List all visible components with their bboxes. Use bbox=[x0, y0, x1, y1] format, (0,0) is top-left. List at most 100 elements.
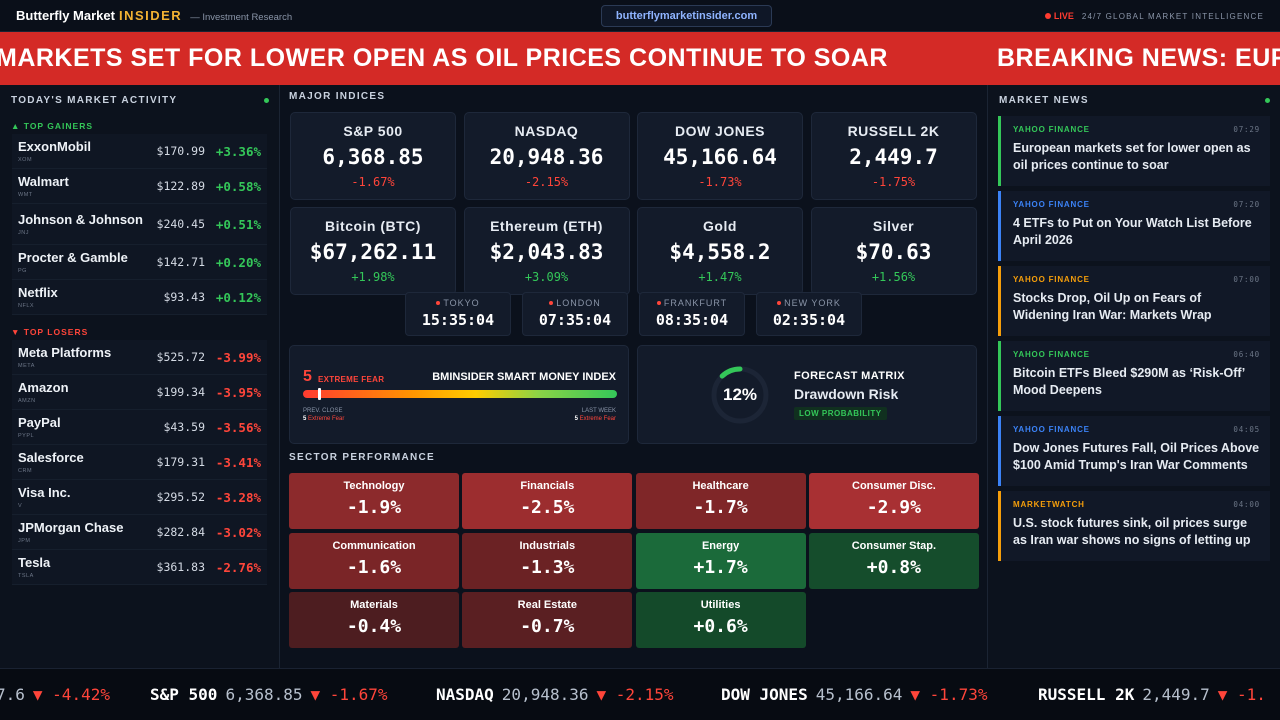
ticker-symbol: NASDAQ bbox=[436, 685, 494, 704]
index-card[interactable]: Ethereum (ETH) $2,043.83 +3.09% bbox=[463, 207, 630, 295]
sector-tile[interactable]: Communication -1.6% bbox=[289, 532, 459, 589]
index-name: NASDAQ bbox=[514, 123, 579, 139]
stock-row[interactable]: PayPal PYPL $43.59 -3.56% bbox=[12, 410, 267, 445]
stock-ticker: NFLX bbox=[18, 303, 35, 309]
breaking-news-banner[interactable]: MARKETS SET FOR LOWER OPEN AS OIL PRICES… bbox=[0, 32, 1280, 85]
news-source-row: YAHOO FINANCE 07:00 bbox=[1013, 275, 1260, 284]
index-value: 20,948.36 bbox=[489, 145, 604, 169]
world-clock: TOKYO 15:35:04 bbox=[405, 292, 511, 336]
stock-row[interactable]: Procter & Gamble PG $142.71 +0.20% bbox=[12, 245, 267, 280]
forecast-matrix-card[interactable]: 12% FORECAST MATRIX Drawdown Risk LOW PR… bbox=[637, 345, 977, 444]
sector-tile[interactable]: Energy +1.7% bbox=[635, 532, 806, 589]
stock-row[interactable]: Netflix NFLX $93.43 +0.12% bbox=[12, 280, 267, 315]
sentiment-gauge-bar bbox=[303, 388, 617, 400]
last-week-label: LAST WEEK bbox=[581, 408, 616, 414]
sector-value: +1.7% bbox=[693, 556, 748, 578]
index-value: 6,368.85 bbox=[322, 145, 424, 169]
stock-row[interactable]: Tesla TSLA $361.83 -2.76% bbox=[12, 550, 267, 585]
stock-ticker: PG bbox=[18, 268, 27, 274]
sector-tile[interactable]: Healthcare -1.7% bbox=[635, 473, 806, 529]
stock-row[interactable]: ExxonMobil XOM $170.99 +3.36% bbox=[12, 134, 267, 169]
news-item[interactable]: YAHOO FINANCE 07:29 European markets set f… bbox=[998, 116, 1270, 186]
sector-name: Technology bbox=[343, 480, 405, 492]
index-change: +1.98% bbox=[351, 270, 395, 284]
index-change: +1.56% bbox=[871, 270, 916, 284]
sector-value: -1.9% bbox=[346, 497, 402, 518]
index-card[interactable]: Silver $70.63 +1.56% bbox=[810, 207, 977, 295]
news-item[interactable]: YAHOO FINANCE 06:40 Bitcoin ETFs Bleed $29… bbox=[998, 341, 1270, 411]
sector-tile[interactable]: Consumer Stap. +0.8% bbox=[808, 532, 979, 589]
stock-row[interactable]: Walmart WMT $122.89 +0.58% bbox=[12, 169, 267, 204]
index-card[interactable]: NASDAQ 20,948.36 -2.15% bbox=[463, 112, 630, 200]
ticker-item: 7.6 ▼ -4.42% bbox=[0, 685, 110, 704]
index-card[interactable]: Bitcoin (BTC) $67,262.11 +1.98% bbox=[290, 207, 456, 295]
sector-tile[interactable]: Industrials -1.3% bbox=[462, 532, 633, 589]
stock-info: Netflix NFLX bbox=[18, 285, 143, 309]
sector-tile[interactable]: Materials -0.4% bbox=[289, 592, 459, 648]
stock-row[interactable]: JPMorgan Chase JPM $282.84 -3.02% bbox=[12, 515, 267, 550]
sector-tile[interactable]: Technology -1.9% bbox=[289, 473, 459, 529]
ticker-change: ▼ -1.73% bbox=[910, 685, 988, 704]
stock-info: ExxonMobil XOM bbox=[18, 139, 143, 163]
news-item[interactable]: MARKETWATCH 04:00 U.S. stock futures sink,… bbox=[998, 491, 1270, 561]
stock-row[interactable]: Meta Platforms META $525.72 -3.99% bbox=[12, 340, 267, 375]
sector-tile[interactable]: Financials -2.5% bbox=[462, 473, 633, 529]
sector-name: Energy bbox=[701, 539, 740, 552]
world-clock: LONDON 07:35:04 bbox=[522, 292, 628, 336]
index-card[interactable]: S&P 500 6,368.85 -1.67% bbox=[290, 112, 456, 200]
sector-tile[interactable]: Utilities +0.6% bbox=[635, 592, 806, 648]
clock-time: 15:35:04 bbox=[421, 311, 495, 329]
major-indices-title: MAJOR INDICES bbox=[289, 91, 386, 102]
stock-row[interactable]: Amazon AMZN $199.34 -3.95% bbox=[12, 375, 267, 410]
red-dot-icon bbox=[436, 301, 441, 305]
stock-name: Meta Platforms bbox=[18, 345, 112, 360]
clock-city-name: FRANKFURT bbox=[663, 298, 728, 308]
index-card[interactable]: RUSSELL 2K 2,449.7 -1.75% bbox=[810, 112, 977, 200]
sector-tile[interactable]: Real Estate -0.7% bbox=[462, 592, 633, 648]
prev-close-label: PREV. CLOSE bbox=[303, 408, 343, 414]
last-week-score: 5 bbox=[574, 416, 578, 422]
clock-time: 07:35:04 bbox=[538, 311, 612, 329]
news-item[interactable]: YAHOO FINANCE 07:00 Stocks Drop, Oil Up on… bbox=[998, 266, 1270, 336]
clock-time: 02:35:04 bbox=[772, 311, 846, 329]
index-name: S&P 500 bbox=[343, 123, 403, 139]
clock-city-name: LONDON bbox=[556, 298, 601, 308]
index-card[interactable]: Gold $4,558.2 +1.47% bbox=[637, 207, 803, 295]
news-time: 06:40 bbox=[1233, 350, 1260, 359]
panel-title: MARKET NEWS bbox=[999, 94, 1089, 106]
status-dot-icon bbox=[1265, 97, 1270, 103]
stock-change: -3.02% bbox=[215, 524, 261, 540]
sector-tile[interactable]: Consumer Disc. -2.9% bbox=[808, 473, 979, 529]
index-name: Silver bbox=[872, 218, 915, 234]
index-card[interactable]: DOW JONES 45,166.64 -1.73% bbox=[637, 112, 803, 200]
site-url-link[interactable]: butterflymarketinsider.com bbox=[601, 5, 772, 27]
stock-price: $43.59 bbox=[163, 420, 205, 434]
stock-change: -3.95% bbox=[215, 384, 261, 400]
last-week-value: Extreme Fear bbox=[579, 416, 616, 422]
top-losers-label: ▼ TOP LOSERS bbox=[11, 327, 89, 337]
news-source: MARKETWATCH bbox=[1013, 500, 1085, 509]
bottom-ticker[interactable]: 7.6 ▼ -4.42% S&P 500 6,368.85 ▼ -1.67% NASDAQ… bbox=[0, 668, 1280, 720]
brand-logo[interactable]: Butterfly Market INSIDER — Investment Re… bbox=[16, 8, 292, 23]
ticker-value: 6,368.85 bbox=[225, 685, 303, 704]
news-item[interactable]: YAHOO FINANCE 07:20 4 ETFs to Put on Your … bbox=[998, 191, 1270, 261]
sector-name: Utilities bbox=[700, 599, 741, 611]
stock-change: -3.28% bbox=[215, 489, 261, 505]
stock-info: PayPal PYPL bbox=[18, 415, 143, 439]
sector-value: -2.5% bbox=[520, 497, 575, 518]
ticker-value: 20,948.36 bbox=[501, 685, 589, 704]
clock-time: 08:35:04 bbox=[655, 311, 729, 329]
clock-city: NEW YORK bbox=[757, 298, 861, 308]
stock-ticker: XOM bbox=[18, 157, 33, 163]
sector-name: Communication bbox=[332, 539, 416, 552]
smart-money-index-card[interactable]: 5 EXTREME FEAR BMINSIDER SMART MONEY IND… bbox=[289, 345, 629, 444]
stock-name: ExxonMobil bbox=[18, 139, 91, 154]
stock-row[interactable]: Johnson & Johnson JNJ $240.45 +0.51% bbox=[12, 204, 267, 245]
ticker-change: ▼ -4.42% bbox=[32, 685, 110, 704]
drawdown-percent: 12% bbox=[722, 385, 758, 404]
stock-row[interactable]: Salesforce CRM $179.31 -3.41% bbox=[12, 445, 267, 480]
news-item[interactable]: YAHOO FINANCE 04:05 Dow Jones Futures Fall… bbox=[998, 416, 1270, 486]
sector-value: -1.7% bbox=[693, 497, 748, 518]
stock-row[interactable]: Visa Inc. V $295.52 -3.28% bbox=[12, 480, 267, 515]
sector-name: Materials bbox=[350, 599, 398, 611]
